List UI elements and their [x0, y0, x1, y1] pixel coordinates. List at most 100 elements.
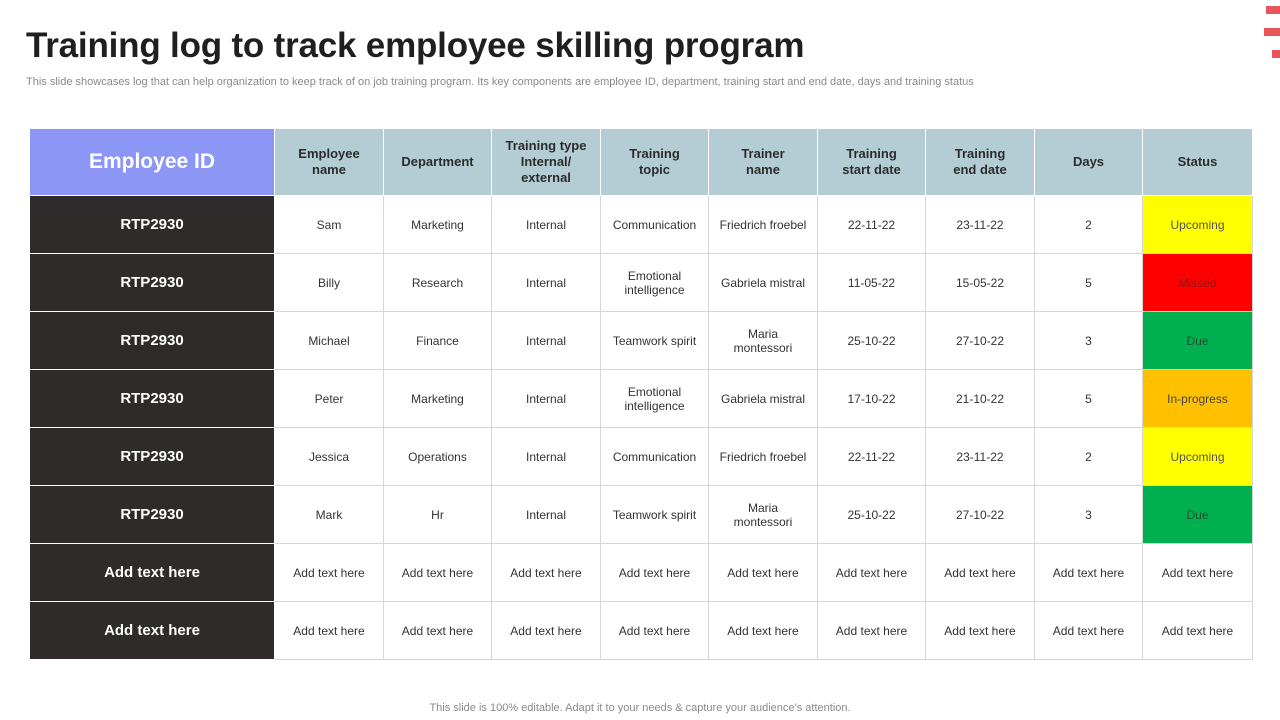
employee-name-cell: Peter — [274, 369, 384, 428]
table-row: RTP2930 Michael Finance Internal Teamwork sp… — [29, 311, 1253, 370]
header-line: end date — [953, 162, 1007, 177]
table-row: RTP2930 Mark Hr Internal Teamwork spirit Mari… — [29, 485, 1253, 544]
trainer-name-cell-line: Friedrich froebel — [719, 449, 807, 464]
trainer-name-cell: Add text here — [708, 601, 818, 660]
training-topic-cell: Teamwork spirit — [600, 311, 709, 370]
employee-name-cell: Mark — [274, 485, 384, 544]
status-cell: Due — [1142, 311, 1253, 370]
table-header-row: Employee ID Employee name Department Trai… — [29, 128, 1253, 196]
start-date-cell: 22-11-22 — [817, 195, 926, 254]
training-topic-cell: Teamwork spirit — [600, 485, 709, 544]
trainer-name-cell: Friedrich froebel — [708, 427, 818, 486]
table-row: RTP2930 Billy Research Internal Emotional int… — [29, 253, 1253, 312]
training-type-cell: Add text here — [491, 543, 601, 602]
end-date-cell: 23-11-22 — [925, 427, 1035, 486]
training-topic-cell: Add text here — [600, 601, 709, 660]
header-line: Training — [846, 146, 897, 161]
end-date-cell: Add text here — [925, 601, 1035, 660]
training-type-cell: Internal — [491, 485, 601, 544]
department-cell: Add text here — [383, 601, 492, 660]
employee-id-cell: RTP2930 — [29, 311, 275, 370]
days-cell: 2 — [1034, 195, 1143, 254]
start-date-cell: Add text here — [817, 543, 926, 602]
training-type-cell: Internal — [491, 369, 601, 428]
start-date-cell: 25-10-22 — [817, 485, 926, 544]
training-topic-cell-line: Teamwork spirit — [612, 333, 697, 348]
header-days: Days — [1034, 128, 1143, 196]
header-trainer-name: Trainer name — [708, 128, 818, 196]
header-line: Internal/ — [520, 154, 572, 169]
department-cell: Operations — [383, 427, 492, 486]
status-cell: In-progress — [1142, 369, 1253, 428]
table-row: RTP2930 Sam Marketing Internal Communication… — [29, 195, 1253, 254]
header-line: name — [312, 162, 346, 177]
trainer-name-cell-line: Add text here — [727, 565, 799, 580]
header-status: Status — [1142, 128, 1253, 196]
table-row: RTP2930 Jessica Operations Internal Communic… — [29, 427, 1253, 486]
training-type-cell: Internal — [491, 311, 601, 370]
slide-subtitle: This slide showcases log that can help o… — [26, 76, 974, 88]
days-cell: 3 — [1034, 311, 1143, 370]
trainer-name-cell: Maria montessori — [708, 485, 818, 544]
trainer-name-cell-line: montessori — [733, 340, 793, 355]
header-line: Employee — [298, 146, 360, 161]
end-date-cell: 27-10-22 — [925, 311, 1035, 370]
start-date-cell: 22-11-22 — [817, 427, 926, 486]
training-topic-cell-line: Emotional — [627, 384, 682, 399]
status-cell: Upcoming — [1142, 195, 1253, 254]
start-date-cell: 11-05-22 — [817, 253, 926, 312]
start-date-cell: 17-10-22 — [817, 369, 926, 428]
training-type-cell: Add text here — [491, 601, 601, 660]
days-cell: 2 — [1034, 427, 1143, 486]
employee-id-cell: Add text here — [29, 543, 275, 602]
trainer-name-cell: Maria montessori — [708, 311, 818, 370]
trainer-name-cell-line: montessori — [733, 514, 793, 529]
start-date-cell: Add text here — [817, 601, 926, 660]
department-cell: Marketing — [383, 369, 492, 428]
end-date-cell: 21-10-22 — [925, 369, 1035, 428]
employee-name-cell: Sam — [274, 195, 384, 254]
header-line: Training — [954, 146, 1006, 161]
employee-id-cell: RTP2930 — [29, 369, 275, 428]
trainer-name-cell: Gabriela mistral — [708, 253, 818, 312]
employee-id-cell: RTP2930 — [29, 427, 275, 486]
training-topic-cell-line: Emotional — [627, 268, 682, 283]
end-date-cell: 23-11-22 — [925, 195, 1035, 254]
header-line: Trainer — [741, 146, 785, 161]
end-date-cell: Add text here — [925, 543, 1035, 602]
training-type-cell: Internal — [491, 195, 601, 254]
table-row: Add text here Add text here Add text here A… — [29, 601, 1253, 660]
header-start-date: Training start date — [817, 128, 926, 196]
training-topic-cell: Communication — [600, 195, 709, 254]
employee-name-cell: Add text here — [274, 543, 384, 602]
corner-decoration — [1264, 6, 1280, 72]
trainer-name-cell: Gabriela mistral — [708, 369, 818, 428]
employee-name-cell: Jessica — [274, 427, 384, 486]
end-date-cell: 15-05-22 — [925, 253, 1035, 312]
trainer-name-cell-line: Gabriela mistral — [720, 391, 806, 406]
end-date-cell: 27-10-22 — [925, 485, 1035, 544]
training-topic-cell-line: Communication — [612, 449, 697, 464]
training-type-cell: Internal — [491, 427, 601, 486]
table-row: Add text here Add text here Add text here A… — [29, 543, 1253, 602]
trainer-name-cell-line: Maria — [747, 326, 778, 341]
trainer-name-cell-line: Gabriela mistral — [720, 275, 806, 290]
start-date-cell: 25-10-22 — [817, 311, 926, 370]
header-end-date: Training end date — [925, 128, 1035, 196]
trainer-name-cell: Add text here — [708, 543, 818, 602]
slide-title: Training log to track employee skilling … — [26, 26, 805, 65]
training-topic-cell-line: Communication — [612, 217, 697, 232]
department-cell: Hr — [383, 485, 492, 544]
department-cell: Add text here — [383, 543, 492, 602]
training-log-table: Employee ID Employee name Department Trai… — [29, 128, 1253, 660]
header-line: Training — [629, 146, 680, 161]
status-cell: Upcoming — [1142, 427, 1253, 486]
training-topic-cell: Communication — [600, 427, 709, 486]
training-type-cell: Internal — [491, 253, 601, 312]
status-cell: Add text here — [1142, 601, 1253, 660]
employee-name-cell: Billy — [274, 253, 384, 312]
deco-bar — [1272, 50, 1280, 58]
trainer-name-cell: Friedrich froebel — [708, 195, 818, 254]
training-topic-cell-line: Teamwork spirit — [612, 507, 697, 522]
employee-id-cell: RTP2930 — [29, 253, 275, 312]
